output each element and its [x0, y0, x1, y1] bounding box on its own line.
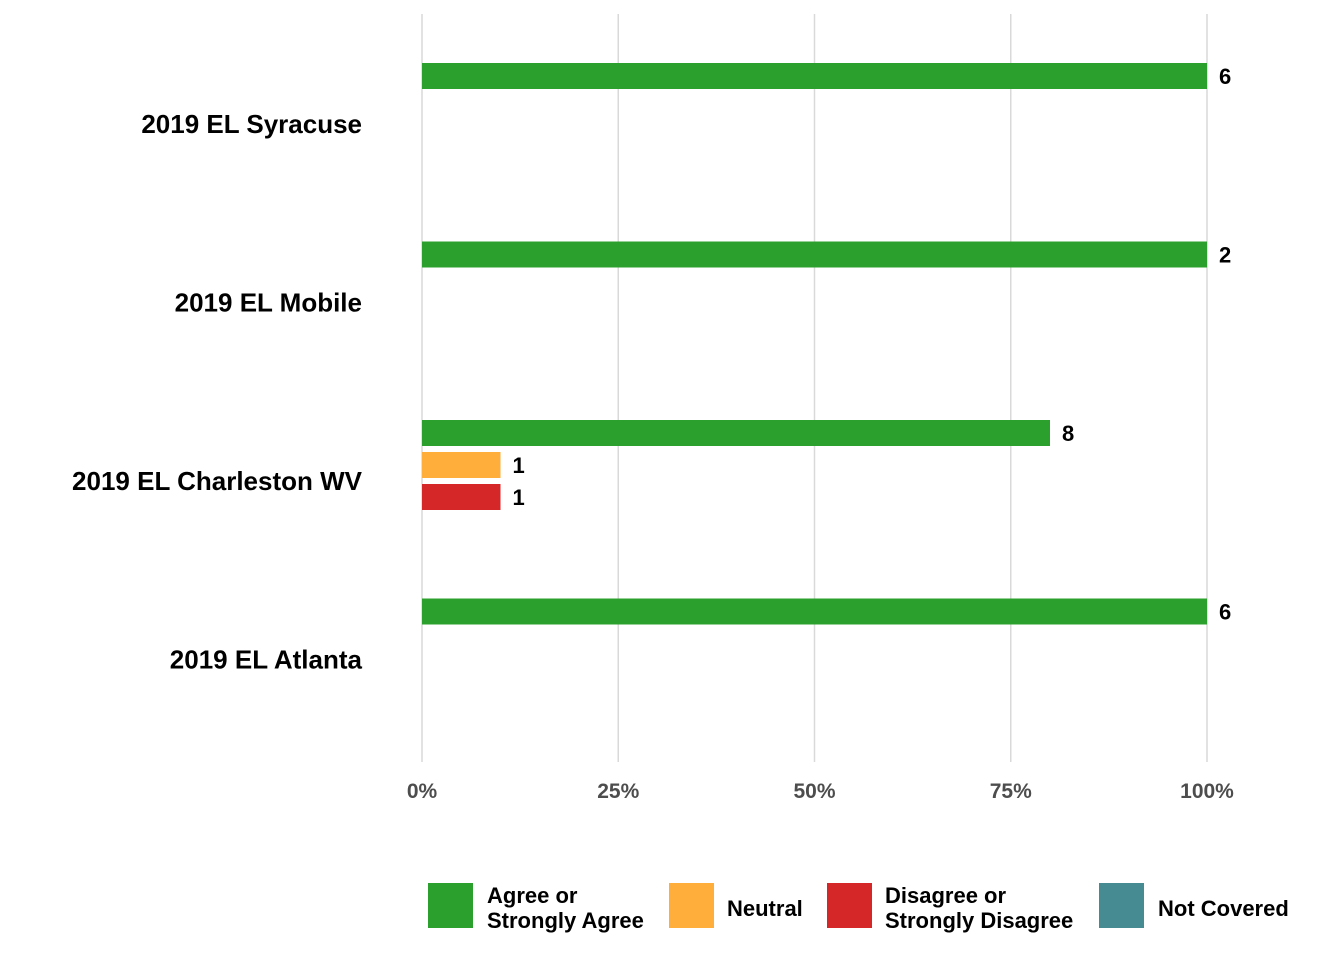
x-tick-label: 25% [597, 780, 639, 803]
bar [422, 484, 501, 510]
x-tick-label: 0% [407, 780, 438, 803]
bar-count-label: 2 [1219, 243, 1231, 268]
legend-swatch [1099, 883, 1144, 928]
legend-swatch [428, 883, 473, 928]
bar-count-label: 1 [513, 453, 525, 478]
data-labels: 6 2 8 1 1 6 [513, 64, 1232, 625]
x-axis-tick-labels: 0% 25% 50% 75% 100% [407, 780, 1234, 803]
legend-label: Neutral [727, 896, 803, 921]
bar [422, 63, 1207, 89]
bar [422, 241, 1207, 268]
gridlines [421, 14, 1208, 762]
legend-label: Strongly Disagree [885, 908, 1073, 933]
x-tick-label: 75% [990, 780, 1032, 803]
bar-count-label: 8 [1062, 421, 1074, 446]
category-labels: 2019 EL Syracuse 2019 EL Mobile 2019 EL Ch… [72, 109, 363, 675]
legend-label: Disagree or [885, 883, 1006, 908]
legend-swatch [827, 883, 872, 928]
legend-label: Agree or [487, 883, 578, 908]
legend-label: Not Covered [1158, 896, 1289, 921]
bar-count-label: 6 [1219, 600, 1231, 625]
legend-label: Strongly Agree [487, 908, 644, 933]
bar [422, 598, 1207, 625]
legend-swatch [669, 883, 714, 928]
bars [422, 63, 1207, 625]
category-label: 2019 EL Atlanta [170, 645, 363, 675]
bar [422, 452, 501, 478]
category-label: 2019 EL Syracuse [141, 109, 362, 139]
x-tick-label: 50% [793, 780, 835, 803]
legend-item: Not Covered [1099, 883, 1289, 928]
legend-item: Neutral [669, 883, 803, 928]
x-tick-label: 100% [1180, 780, 1234, 803]
bar-count-label: 1 [513, 485, 525, 510]
bar-count-label: 6 [1219, 64, 1231, 89]
bar [422, 420, 1050, 446]
category-label: 2019 EL Charleston WV [72, 466, 363, 496]
category-label: 2019 EL Mobile [175, 288, 362, 318]
